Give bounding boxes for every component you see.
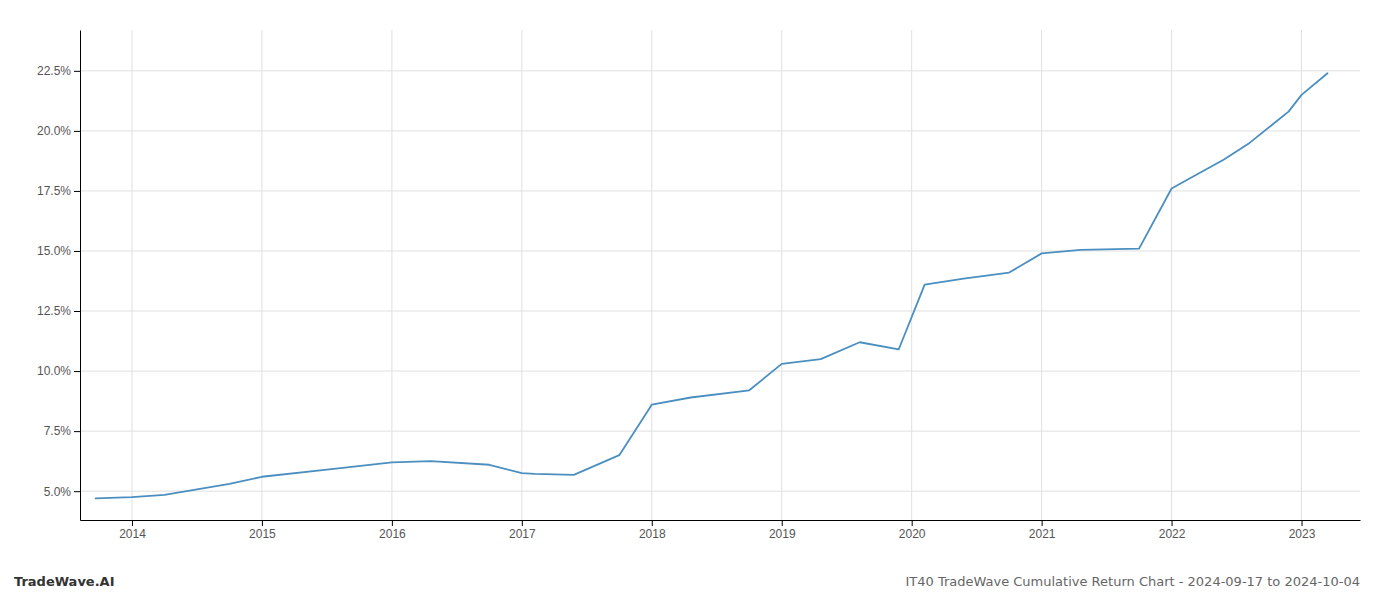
x-tick-label: 2014 — [119, 527, 146, 541]
y-tick-mark — [74, 71, 80, 72]
grid-line-x — [781, 30, 782, 520]
y-axis-line — [80, 31, 81, 521]
y-tick: 12.5% — [37, 304, 80, 318]
y-tick: 22.5% — [37, 64, 80, 78]
grid-line-x — [1041, 30, 1042, 520]
x-tick: 2017 — [509, 520, 536, 541]
y-tick: 7.5% — [44, 424, 80, 438]
grid-line-x — [911, 30, 912, 520]
x-tick-label: 2017 — [509, 527, 536, 541]
grid-line-x — [1171, 30, 1172, 520]
y-tick-label: 15.0% — [37, 244, 71, 258]
grid-line-x — [521, 30, 522, 520]
x-tick: 2018 — [639, 520, 666, 541]
line — [96, 73, 1328, 498]
grid — [80, 30, 1360, 520]
x-tick-mark — [132, 520, 133, 526]
grid-line-x — [131, 30, 132, 520]
plot: 2014 2015 2016 2017 2018 2019 2020 2021 2022 2023… — [37, 30, 1361, 541]
x-tick: 2014 — [119, 520, 146, 541]
x-tick-label: 2023 — [1289, 527, 1316, 541]
grid-line-x — [651, 30, 652, 520]
x-tick: 2023 — [1289, 520, 1316, 541]
y-tick-mark — [74, 191, 80, 192]
x-tick-label: 2018 — [639, 527, 666, 541]
y-tick-label: 5.0% — [44, 485, 72, 499]
y-tick: 15.0% — [37, 244, 80, 258]
x-axis-line — [81, 520, 1361, 521]
x-tick-label: 2015 — [249, 527, 276, 541]
grid-line-y — [80, 491, 1360, 492]
x-tick-mark — [522, 520, 523, 526]
y-tick-mark — [74, 491, 80, 492]
y-tick-mark — [74, 131, 80, 132]
x-tick-label: 2019 — [769, 527, 796, 541]
title: IT40 TradeWave Cumulative Return Chart -… — [905, 574, 1360, 589]
grid-line-y — [80, 371, 1360, 372]
grid-line-y — [80, 311, 1360, 312]
x-tick-mark — [1172, 520, 1173, 526]
x-tick-mark — [1042, 520, 1043, 526]
y-tick-label: 17.5% — [37, 184, 71, 198]
x-tick-mark — [392, 520, 393, 526]
y-axis: 5.0% 7.5% 10.0% 12.5% 15.0% 17.5% 20.0% 22.5% — [37, 31, 81, 521]
y-tick-mark — [74, 371, 80, 372]
x-tick-mark — [782, 520, 783, 526]
background — [0, 0, 1400, 600]
grid-line-x — [1301, 30, 1302, 520]
x-tick-label: 2020 — [899, 527, 926, 541]
grid-line-x — [391, 30, 392, 520]
y-tick: 20.0% — [37, 124, 80, 138]
x-tick-label: 2021 — [1029, 527, 1056, 541]
marks — [96, 73, 1328, 498]
grid-line-x — [261, 30, 262, 520]
x-tick: 2022 — [1159, 520, 1186, 541]
grid-line-y — [80, 130, 1360, 131]
chart: 2014 2015 2016 2017 2018 2019 2020 2021 2022 2023… — [0, 0, 1400, 600]
grid-line-y — [80, 70, 1360, 71]
x-tick: 2016 — [379, 520, 406, 541]
y-tick-mark — [74, 251, 80, 252]
y-tick: 17.5% — [37, 184, 80, 198]
x-tick-label: 2022 — [1159, 527, 1186, 541]
grid-line-y — [80, 431, 1360, 432]
y-tick-label: 22.5% — [37, 64, 71, 78]
y-tick-mark — [74, 311, 80, 312]
y-tick: 10.0% — [37, 364, 80, 378]
annotation: TradeWave.AI — [14, 574, 115, 589]
y-tick-label: 20.0% — [37, 124, 71, 138]
y-tick-label: 7.5% — [44, 424, 72, 438]
x-tick-mark — [912, 520, 913, 526]
y-tick: 5.0% — [44, 485, 80, 499]
x-tick-mark — [1302, 520, 1303, 526]
x-axis: 2014 2015 2016 2017 2018 2019 2020 2021 2022 2023 — [81, 520, 1361, 541]
grid-line-y — [80, 250, 1360, 251]
x-tick: 2019 — [769, 520, 796, 541]
x-tick: 2020 — [899, 520, 926, 541]
y-tick-label: 12.5% — [37, 304, 71, 318]
grid-line-y — [80, 190, 1360, 191]
x-tick: 2021 — [1029, 520, 1056, 541]
x-tick-mark — [262, 520, 263, 526]
x-tick-label: 2016 — [379, 527, 406, 541]
y-tick-label: 10.0% — [37, 364, 71, 378]
x-tick-mark — [652, 520, 653, 526]
x-tick: 2015 — [249, 520, 276, 541]
y-tick-mark — [74, 431, 80, 432]
